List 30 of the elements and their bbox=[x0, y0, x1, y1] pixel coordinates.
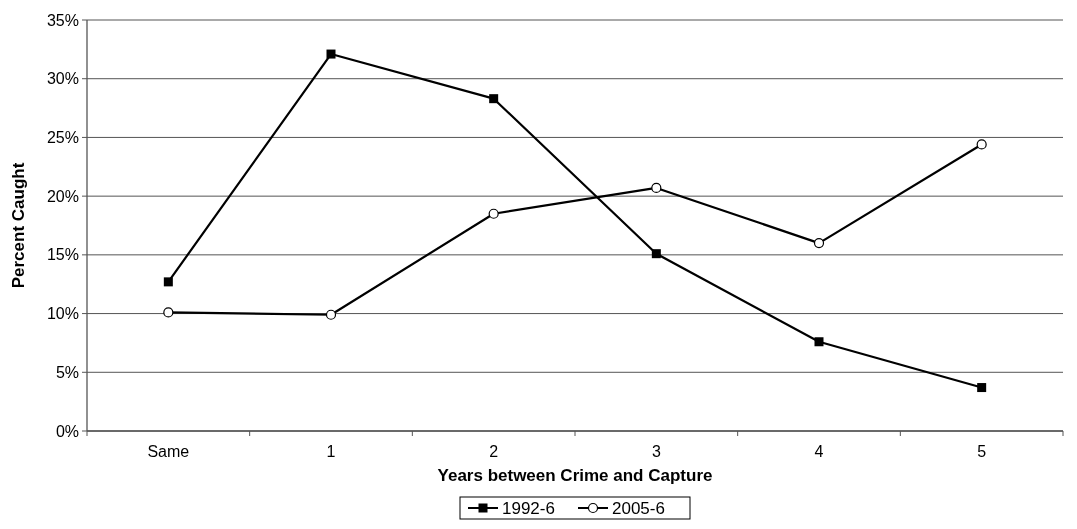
y-tick-label: 25% bbox=[46, 129, 79, 147]
point bbox=[651, 182, 662, 194]
x-tick-label: 5 bbox=[977, 443, 987, 460]
point bbox=[977, 383, 987, 393]
point bbox=[163, 307, 174, 318]
x-tick-label: 1 bbox=[326, 443, 336, 460]
x-tick-label: 2 bbox=[489, 443, 499, 460]
point bbox=[488, 208, 499, 219]
y-axis-title: Percent Caught bbox=[9, 162, 28, 289]
y-tick-label: 0% bbox=[55, 422, 79, 440]
point bbox=[813, 238, 825, 249]
y-tick-label: 15% bbox=[46, 246, 79, 264]
point bbox=[814, 337, 824, 347]
y-tick-label: 30% bbox=[46, 70, 79, 88]
point bbox=[326, 49, 336, 59]
x-axis-title: Years between Crime and Capture bbox=[437, 466, 713, 485]
y-tick-label: 35% bbox=[46, 11, 79, 29]
y-tick-label: 20% bbox=[46, 187, 79, 205]
x-tick-label: Same bbox=[147, 443, 190, 460]
x-tick-label: 4 bbox=[814, 443, 824, 460]
point bbox=[651, 249, 661, 259]
legend-label: 2005-6 bbox=[612, 498, 665, 518]
point bbox=[976, 139, 987, 150]
y-tick-label: 10% bbox=[46, 305, 79, 323]
point bbox=[489, 94, 499, 104]
y-tick-label: 5% bbox=[55, 363, 79, 381]
legend-label: 1992-6 bbox=[502, 498, 555, 518]
point bbox=[325, 309, 337, 320]
x-tick-label: 3 bbox=[651, 443, 661, 460]
point bbox=[163, 277, 173, 287]
